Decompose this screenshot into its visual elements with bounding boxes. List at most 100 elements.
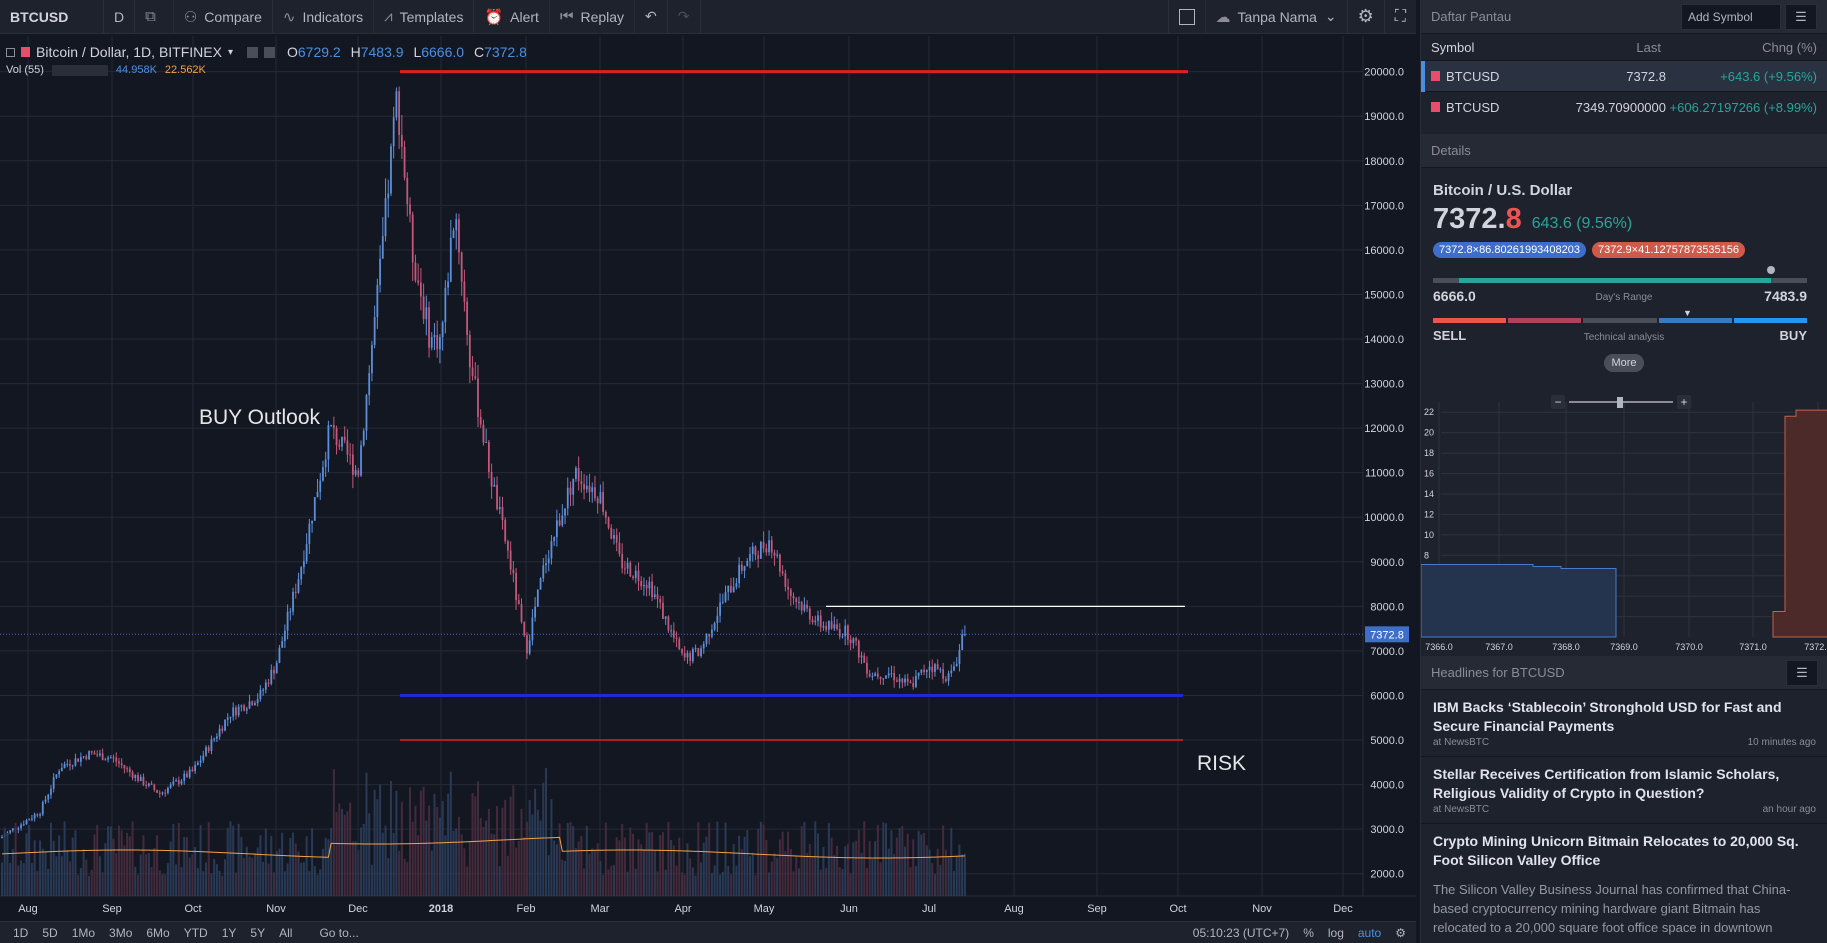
candle-body [746, 560, 749, 567]
news-headline[interactable]: Stellar Receives Certification from Isla… [1433, 766, 1780, 801]
volume-bar [740, 849, 743, 896]
volume-bar [689, 858, 692, 896]
templates-button[interactable]: ⩘ Templates [374, 0, 475, 34]
range-all[interactable]: All [279, 925, 293, 940]
auto-toggle[interactable]: auto [1357, 925, 1382, 940]
symbol-title[interactable]: Bitcoin / Dollar, 1D, BITFINEX [36, 44, 222, 60]
range-6mo[interactable]: 6Mo [146, 925, 170, 940]
candle-body [487, 441, 490, 473]
date-ranges: 1D 5D 1Mo 3Mo 6Mo YTD 1Y 5Y All [0, 926, 299, 940]
clock[interactable]: 05:10:23 (UTC+7) [1192, 925, 1290, 940]
price-chart[interactable]: 2000.0 3000.0 4000.0 5000.0 6000.0 7000.0 8000… [0, 36, 1416, 921]
save-layout-button[interactable]: ☁ Tanpa Nama ⌄ [1204, 0, 1347, 34]
volume-bar [47, 868, 50, 896]
volume-bar [300, 862, 303, 896]
watchlist-menu-button[interactable]: ☰ [1785, 3, 1817, 30]
redo-button[interactable]: ↷ [668, 0, 701, 34]
col-chg[interactable]: Chng (%) [1762, 39, 1817, 55]
indicators-button[interactable]: ∿ Indicators [273, 0, 375, 34]
candle-body [471, 367, 474, 377]
news-headline[interactable]: Crypto Mining Unicorn Bitmain Relocates … [1433, 833, 1799, 868]
range-1mo[interactable]: 1Mo [71, 925, 96, 940]
news-item[interactable]: Stellar Receives Certification from Isla… [1421, 757, 1827, 824]
candle-body [283, 630, 286, 642]
range-5d[interactable]: 5D [42, 925, 58, 940]
market-depth-chart[interactable]: 2468101214161820227366.07367.07368.07369… [1421, 392, 1827, 654]
candle-body [224, 719, 226, 731]
col-last[interactable]: Last [1636, 39, 1661, 55]
goto-button[interactable]: Go to... [319, 925, 359, 940]
volume-bar [172, 823, 175, 896]
depth-y-tick: 18 [1424, 448, 1434, 458]
volume-bar [11, 849, 14, 896]
legend-remove-icon[interactable] [263, 46, 275, 58]
candle-body [11, 828, 14, 831]
volume-bar [20, 860, 23, 896]
volume-bar [885, 823, 887, 896]
candle-body [297, 579, 300, 593]
col-symbol[interactable]: Symbol [1431, 39, 1475, 55]
compare-button[interactable]: ⚇ Compare [174, 0, 273, 34]
volume-bar [961, 854, 964, 896]
collapse-icon[interactable] [6, 47, 15, 57]
y-tick-label: 10000.0 [1364, 512, 1404, 524]
replay-label: Replay [580, 8, 625, 25]
interval-selector[interactable]: D [104, 0, 136, 34]
alert-button[interactable]: ⏰ Alert [474, 0, 550, 34]
candle-body [169, 784, 172, 788]
settings-button[interactable]: ⚙ [1346, 0, 1384, 34]
chart-area[interactable]: 2000.0 3000.0 4000.0 5000.0 6000.0 7000.0 8000… [0, 36, 1416, 921]
candle-body [610, 527, 613, 539]
volume-bar [523, 836, 526, 896]
news-item[interactable]: IBM Backs ‘Stablecoin’ Stronghold USD fo… [1421, 690, 1827, 757]
volume-bar [702, 842, 705, 896]
log-toggle[interactable]: log [1327, 925, 1344, 940]
candle-body [915, 675, 917, 687]
buy-outlook-annotation[interactable]: BUY Outlook [199, 406, 321, 429]
percent-toggle[interactable]: % [1303, 925, 1314, 940]
more-button[interactable]: More [1604, 354, 1644, 372]
volume-controls-icon[interactable] [51, 64, 108, 76]
range-3mo[interactable]: 3Mo [109, 925, 133, 940]
risk-annotation[interactable]: RISK [1197, 752, 1247, 775]
news-menu-button[interactable]: ☰ [1786, 659, 1818, 686]
add-symbol-input[interactable]: Add Symbol [1681, 3, 1781, 30]
watchlist-title[interactable]: Daftar Pantau [1431, 9, 1512, 24]
volume-bar [637, 839, 640, 896]
candle-body [743, 566, 746, 571]
volume-bar [474, 796, 477, 896]
undo-button[interactable]: ↶ [635, 0, 668, 34]
news-item[interactable]: Crypto Mining Unicorn Bitmain Relocates … [1421, 824, 1827, 943]
symbol-search[interactable]: BTCUSD [0, 0, 104, 34]
volume-bar [572, 825, 575, 896]
range-1d[interactable]: 1D [13, 925, 29, 940]
volume-bar [79, 867, 82, 896]
candle-body [232, 707, 235, 717]
volume-bar [88, 875, 91, 896]
gear-icon[interactable]: ⚙ [1395, 925, 1406, 940]
candle-body [773, 552, 776, 556]
candle-body [186, 773, 188, 778]
volume-bar [286, 863, 289, 896]
news-title[interactable]: Headlines for BTCUSD [1431, 665, 1565, 680]
layout-select-button[interactable] [1167, 0, 1205, 34]
watchlist-row[interactable]: BTCUSD 7349.70900000 +606.27197266 (+8.9… [1421, 91, 1827, 122]
range-5y[interactable]: 5Y [250, 925, 266, 940]
details-title[interactable]: Details [1431, 143, 1471, 158]
y-tick-label: 5000.0 [1370, 735, 1404, 747]
range-1y[interactable]: 1Y [221, 925, 237, 940]
volume-title[interactable]: Vol (55) [6, 64, 44, 76]
fullscreen-button[interactable]: ⛶ [1383, 0, 1416, 34]
replay-button[interactable]: ⏮ Replay [550, 0, 636, 34]
legend-settings-icon[interactable] [246, 46, 258, 58]
watchlist-row[interactable]: BTCUSD 7372.8 +643.6 (+9.56%) [1421, 60, 1827, 92]
depth-x-tick: 7367.0 [1485, 642, 1513, 652]
volume-bar [428, 805, 431, 896]
details-header: Details [1421, 134, 1827, 168]
y-tick-label: 14000.0 [1364, 334, 1404, 346]
range-ytd[interactable]: YTD [183, 925, 208, 940]
candle-body [942, 669, 945, 679]
chart-type-button[interactable]: ⧉ [135, 0, 174, 34]
days-range: 6666.0 Day's Range 7483.9 [1421, 264, 1827, 308]
news-headline[interactable]: IBM Backs ‘Stablecoin’ Stronghold USD fo… [1433, 699, 1782, 734]
